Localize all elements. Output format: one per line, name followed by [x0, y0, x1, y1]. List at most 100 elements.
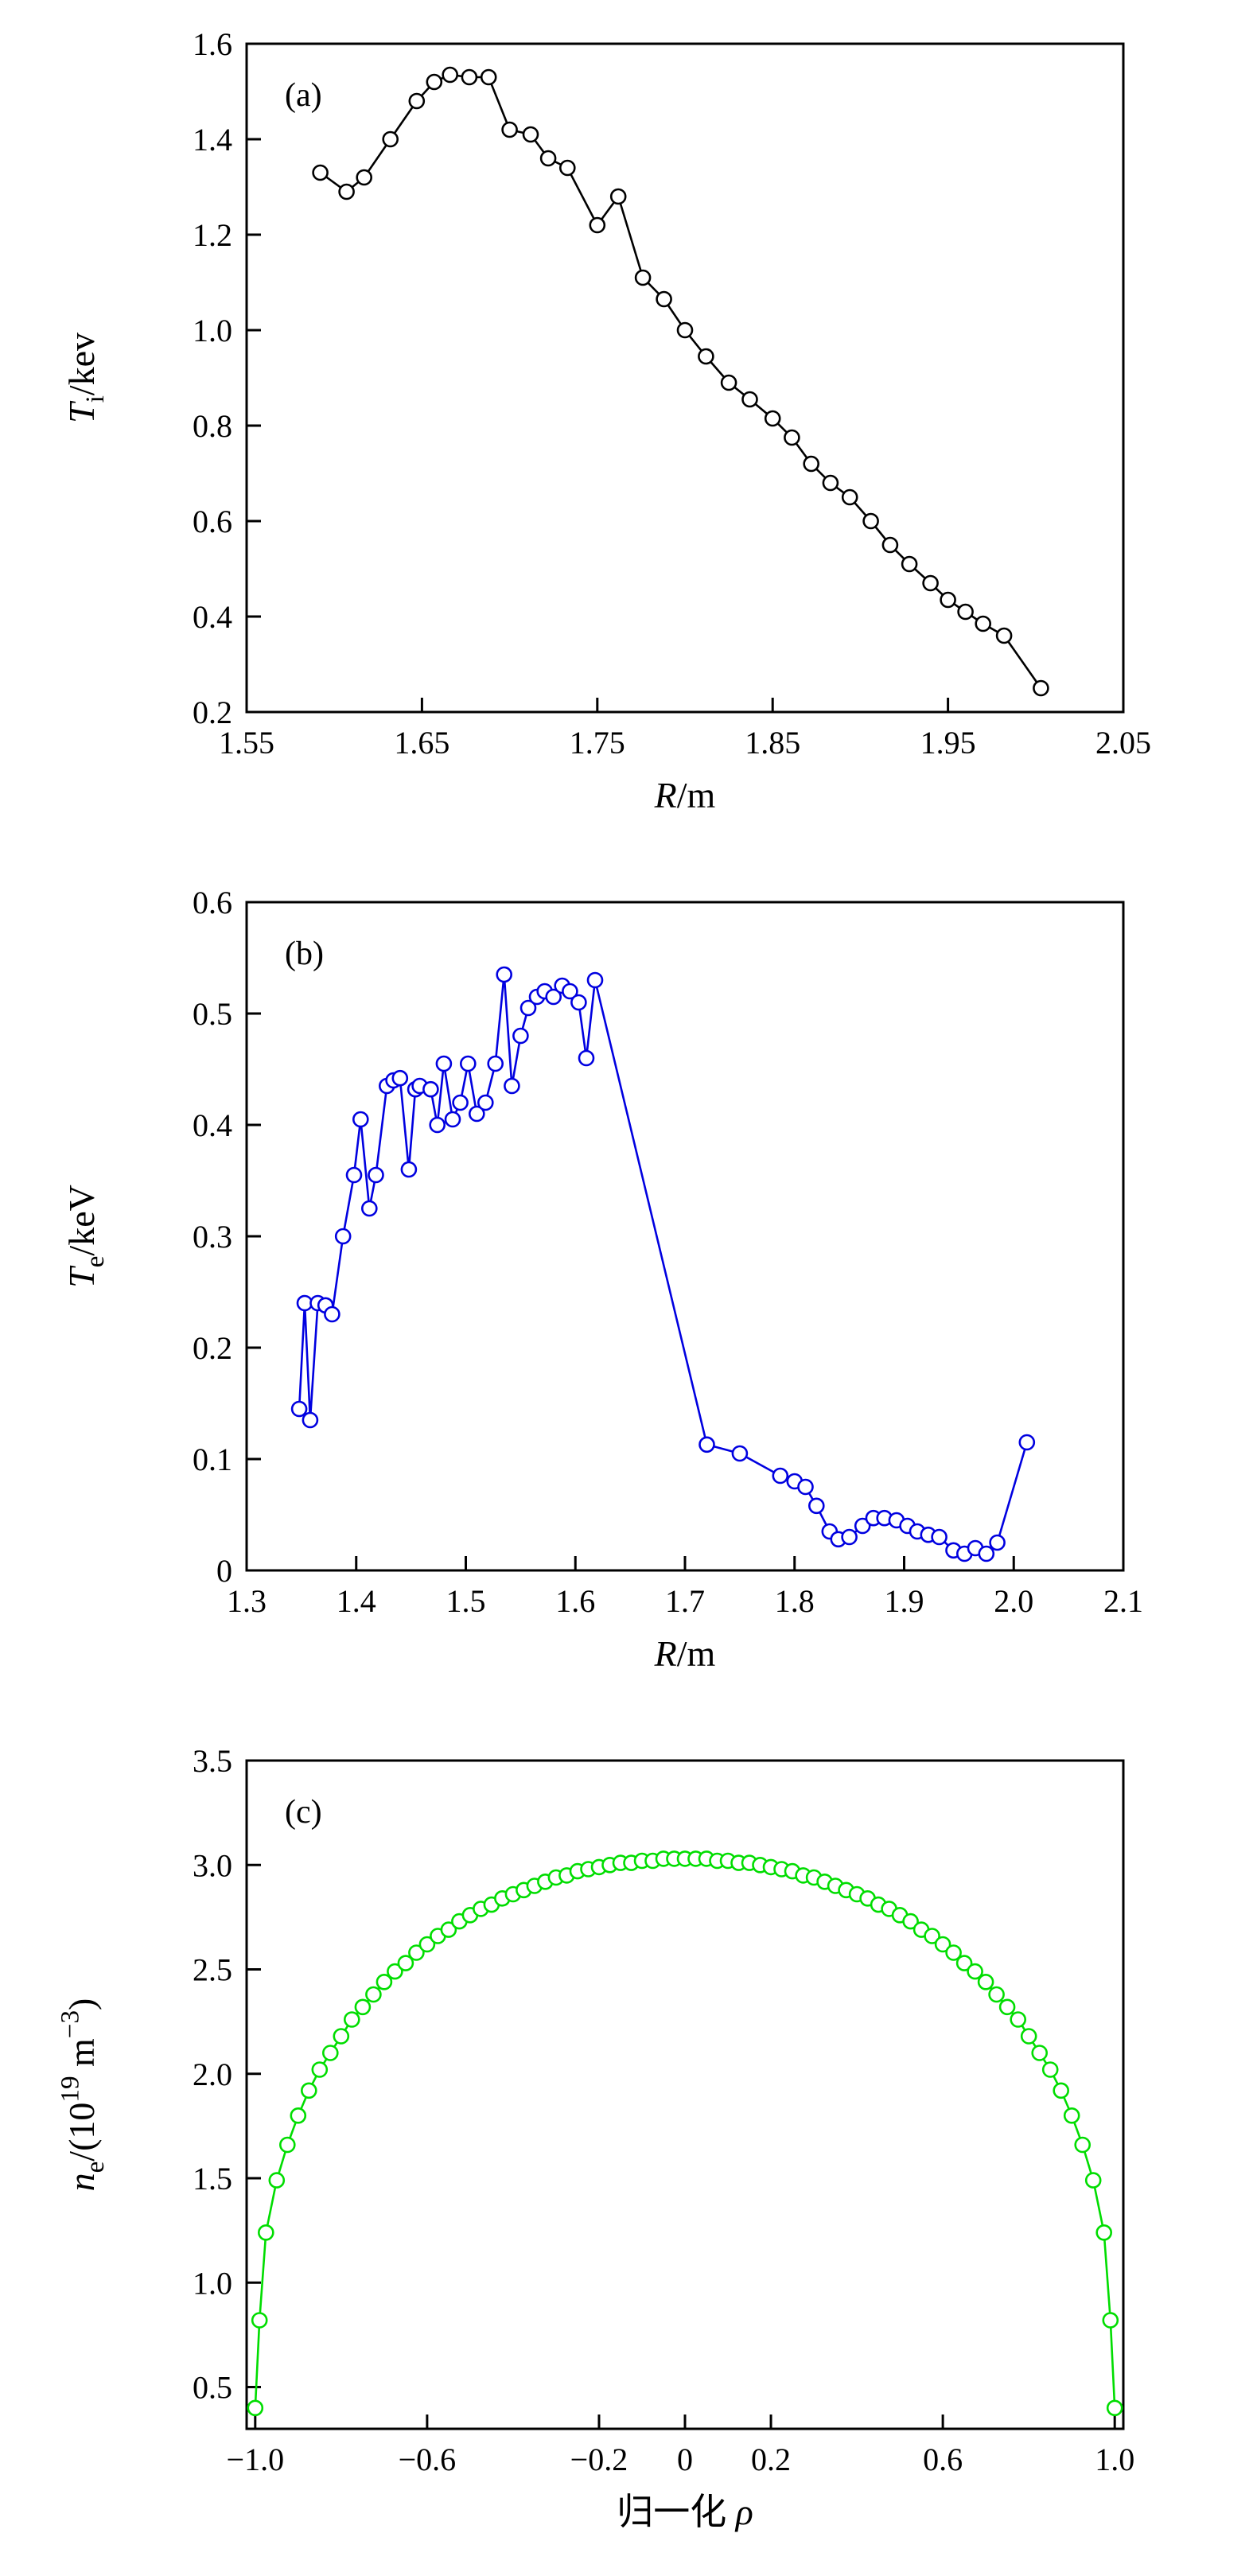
data-point — [1053, 2082, 1069, 2099]
y-tick-label: 0.6 — [193, 504, 232, 539]
data-point — [1102, 2312, 1119, 2329]
data-point — [988, 1986, 1005, 2003]
data-point — [461, 68, 478, 86]
data-point — [459, 1055, 477, 1072]
y-tick-label: 1.2 — [193, 217, 232, 253]
data-point — [343, 2011, 360, 2028]
data-point — [311, 2061, 329, 2078]
y-tick-label: 0.8 — [193, 408, 232, 444]
data-point — [1018, 1434, 1036, 1451]
data-point — [345, 1166, 363, 1184]
chart-c-svg: −1.0 −0.6 −0.2 0 0.2 0.6 1.0 0.5 1.0 1.5 2.0 2.5 3.0… — [56, 1743, 1135, 2532]
x-tick-label: 1.5 — [446, 1583, 486, 1619]
data-point — [901, 555, 918, 573]
data-point — [382, 130, 399, 148]
data-point — [257, 2224, 274, 2241]
y-tick-label: 1.5 — [193, 2161, 232, 2197]
data-point — [1095, 2224, 1112, 2241]
data-point — [1033, 679, 1049, 697]
data-point — [426, 73, 443, 91]
y-tick-label: 2.0 — [193, 2057, 232, 2092]
x-tick-label: −0.2 — [570, 2442, 628, 2477]
data-point — [278, 2136, 296, 2154]
data-point — [408, 92, 426, 110]
data-point — [501, 121, 518, 138]
data-point — [440, 1921, 457, 1938]
data-point — [324, 1306, 340, 1323]
data-line — [319, 73, 1042, 689]
data-point — [334, 1228, 352, 1245]
x-tick-label: 1.85 — [745, 725, 800, 761]
data-point — [609, 188, 627, 205]
data-point — [487, 1055, 504, 1072]
data-point — [995, 627, 1013, 644]
data-point — [808, 1497, 825, 1515]
data-point — [562, 983, 578, 1000]
y-tick-label: 0.5 — [193, 2370, 232, 2406]
data-line — [254, 1858, 1116, 2408]
data-point — [290, 1400, 308, 1418]
x-tick-label: 1.3 — [227, 1583, 267, 1619]
data-point — [578, 1049, 595, 1067]
data-point — [360, 1200, 378, 1217]
y-tick-label: 0.4 — [193, 599, 232, 635]
x-tick-label: 1.8 — [775, 1583, 815, 1619]
data-point — [945, 1944, 962, 1961]
data-point — [1063, 2107, 1080, 2124]
data-point — [1074, 2136, 1091, 2154]
data-point — [841, 1528, 858, 1546]
data-point — [656, 290, 672, 308]
data-point — [764, 410, 781, 427]
x-tick-label: 2.05 — [1095, 725, 1151, 761]
panel-b: 1.3 1.4 1.5 1.6 1.7 1.8 1.9 2.0 2.1 0 0.1 0.2 0.3 0.4… — [0, 858, 1253, 1717]
data-point — [408, 1944, 425, 1961]
y-tick-label: 0.5 — [193, 996, 232, 1032]
chart-b-svg: 1.3 1.4 1.5 1.6 1.7 1.8 1.9 2.0 2.1 0 0.1 0.2 0.3 0.4… — [61, 885, 1143, 1674]
data-point — [422, 1080, 439, 1098]
data-point — [803, 455, 820, 473]
x-tick-label: 0.2 — [751, 2442, 791, 2477]
y-tick-label: 0.4 — [193, 1107, 232, 1143]
data-point — [698, 348, 714, 365]
data-point — [356, 169, 373, 186]
data-point — [797, 1478, 814, 1496]
data-point — [676, 321, 694, 339]
panel-label: (b) — [285, 936, 324, 972]
x-axis-title: R/m — [654, 775, 716, 815]
data-point — [931, 1528, 948, 1546]
data-point — [368, 1166, 384, 1184]
data-point — [247, 2399, 264, 2417]
data-point — [300, 2082, 317, 2099]
data-point — [998, 1998, 1016, 2016]
x-tick-label: 1.7 — [665, 1583, 705, 1619]
data-point — [496, 966, 513, 983]
data-point — [352, 1111, 369, 1128]
data-point — [522, 126, 539, 143]
data-point — [841, 488, 858, 506]
panel-a: 1.55 1.65 1.75 1.85 1.95 2.05 0.2 0.4 0.6 0.8 1.0 1… — [0, 0, 1253, 858]
y-tick-label: 0.3 — [193, 1219, 232, 1255]
data-point — [957, 603, 974, 621]
data-point — [480, 68, 497, 86]
x-tick-label: 0.6 — [923, 2442, 963, 2477]
data-point — [698, 1436, 715, 1453]
data-point — [741, 391, 758, 408]
panel-label: (a) — [285, 77, 322, 114]
y-axis-title: Ti/kev — [61, 333, 110, 423]
data-point — [967, 1963, 983, 1980]
data-point — [365, 1986, 382, 2003]
x-tick-label: 1.65 — [394, 725, 449, 761]
data-point — [444, 1111, 461, 1128]
data-point — [400, 1161, 418, 1178]
data-point — [312, 164, 329, 181]
data-point — [302, 1411, 319, 1429]
data-point — [477, 1094, 494, 1111]
data-point — [1020, 2028, 1037, 2045]
data-point — [391, 1069, 409, 1087]
y-tick-label: 1.6 — [193, 26, 232, 62]
data-point — [1010, 2011, 1026, 2028]
x-tick-label: 1.55 — [219, 725, 274, 761]
plot-frame — [245, 901, 1125, 1572]
y-tick-label: 0.2 — [193, 1330, 232, 1366]
